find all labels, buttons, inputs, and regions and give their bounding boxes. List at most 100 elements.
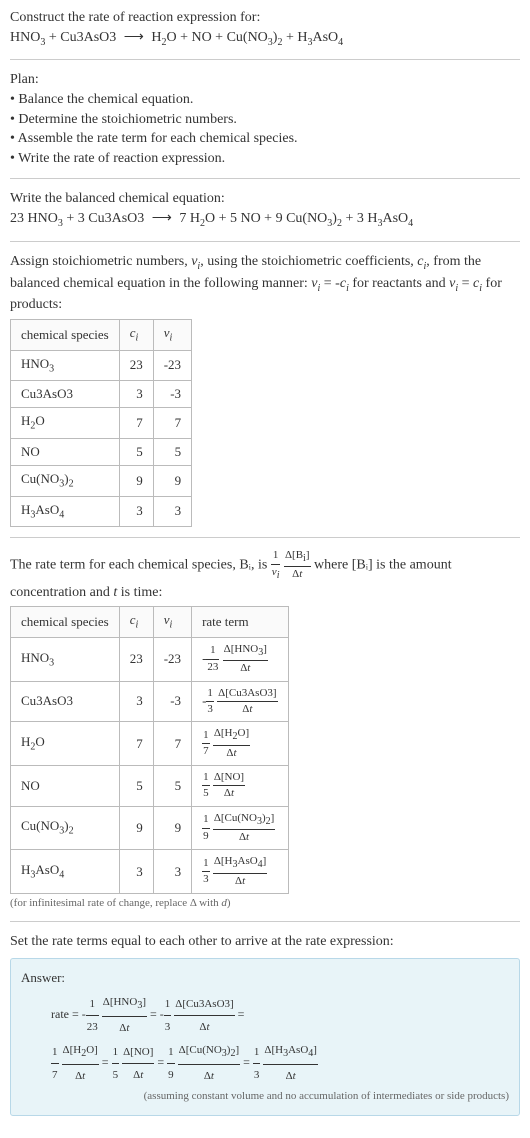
table-row: H3AsO43313 Δ[H3AsO4]Δt — [11, 850, 289, 894]
cell-species: H3AsO4 — [11, 496, 120, 527]
answer-label: Answer: — [21, 969, 509, 987]
eq-right: H2O + NO + Cu(NO3)2 + H3AsO4 — [151, 30, 343, 45]
cell-c: 7 — [119, 408, 153, 439]
answer-note: (assuming constant volume and no accumul… — [21, 1089, 509, 1104]
col-ci: ci — [119, 319, 153, 350]
cell-species: HNO3 — [11, 350, 120, 381]
table-row: Cu(NO3)299 — [11, 466, 192, 497]
cell-species: HNO3 — [11, 638, 120, 682]
cell-species: Cu3AsO3 — [11, 381, 120, 408]
cell-v: 9 — [153, 466, 191, 497]
cell-v: -23 — [153, 350, 191, 381]
cell-v: 9 — [153, 806, 191, 850]
cell-c: 7 — [119, 722, 153, 766]
rate-expression: rate = -123 Δ[HNO3]Δt = -13 Δ[Cu3AsO3]Δt… — [21, 991, 509, 1087]
cell-rate: -123 Δ[HNO3]Δt — [192, 638, 289, 682]
cell-v: 7 — [153, 408, 191, 439]
cell-c: 9 — [119, 806, 153, 850]
unbalanced-equation: HNO3 + Cu3AsO3 ⟶ H2O + NO + Cu(NO3)2 + H… — [10, 28, 520, 50]
balanced-section: Write the balanced chemical equation: 23… — [10, 189, 520, 230]
cell-species: H2O — [11, 722, 120, 766]
table-row: HNO323-23 — [11, 350, 192, 381]
cell-c: 5 — [119, 438, 153, 465]
cell-species: H2O — [11, 408, 120, 439]
cell-v: -23 — [153, 638, 191, 682]
plan-item: Write the rate of reaction expression. — [10, 149, 520, 169]
intro-c: is time: — [117, 585, 162, 600]
col-vi: νi — [153, 607, 191, 638]
col-species: chemical species — [11, 319, 120, 350]
bal-right: 7 H2O + 5 NO + 9 Cu(NO3)2 + 3 H3AsO4 — [179, 211, 413, 226]
frac-dbi-dt: Δ[Bi]Δt — [284, 548, 311, 583]
cell-species: Cu(NO3)2 — [11, 466, 120, 497]
table-row: H2O77 — [11, 408, 192, 439]
answer-box: Answer: rate = -123 Δ[HNO3]Δt = -13 Δ[Cu… — [10, 958, 520, 1116]
final-intro: Set the rate terms equal to each other t… — [10, 932, 520, 952]
cell-c: 9 — [119, 466, 153, 497]
cell-c: 3 — [119, 496, 153, 527]
cell-species: Cu(NO3)2 — [11, 806, 120, 850]
table-row: Cu3AsO33-3-13 Δ[Cu3AsO3]Δt — [11, 681, 289, 722]
plan-item: Assemble the rate term for each chemical… — [10, 129, 520, 149]
plan-title: Plan: — [10, 70, 520, 90]
cell-species: H3AsO4 — [11, 850, 120, 894]
table-header-row: chemical species ci νi rate term — [11, 607, 289, 638]
rate-table: chemical species ci νi rate term HNO323-… — [10, 606, 289, 893]
arrow-icon: ⟶ — [120, 30, 148, 45]
stoich-section: Assign stoichiometric numbers, νi, using… — [10, 252, 520, 528]
table-row: H3AsO433 — [11, 496, 192, 527]
table-row: NO55 — [11, 438, 192, 465]
cell-v: -3 — [153, 381, 191, 408]
cell-c: 3 — [119, 681, 153, 722]
table-row: NO5515 Δ[NO]Δt — [11, 765, 289, 806]
plan-item: Balance the chemical equation. — [10, 90, 520, 110]
intro-a: The rate term for each chemical species,… — [10, 558, 271, 573]
table-row: Cu(NO3)29919 Δ[Cu(NO3)2]Δt — [11, 806, 289, 850]
cell-species: Cu3AsO3 — [11, 681, 120, 722]
rate-term-intro: The rate term for each chemical species,… — [10, 548, 520, 602]
col-species: chemical species — [11, 607, 120, 638]
frac-1-vi: 1νi — [271, 548, 281, 583]
cell-v: -3 — [153, 681, 191, 722]
cell-rate: 15 Δ[NO]Δt — [192, 765, 289, 806]
balanced-equation: 23 HNO3 + 3 Cu3AsO3 ⟶ 7 H2O + 5 NO + 9 C… — [10, 209, 520, 231]
plan-item: Determine the stoichiometric numbers. — [10, 110, 520, 130]
cell-rate: 17 Δ[H2O]Δt — [192, 722, 289, 766]
bal-left: 23 HNO3 + 3 Cu3AsO3 — [10, 211, 144, 226]
balanced-title: Write the balanced chemical equation: — [10, 189, 520, 209]
cell-v: 5 — [153, 765, 191, 806]
plan-section: Plan: Balance the chemical equation. Det… — [10, 70, 520, 168]
col-ci: ci — [119, 607, 153, 638]
stoich-table: chemical species ci νi HNO323-23 Cu3AsO3… — [10, 319, 192, 527]
rate-note: (for infinitesimal rate of change, repla… — [10, 896, 520, 911]
arrow-icon: ⟶ — [148, 211, 176, 226]
cell-species: NO — [11, 438, 120, 465]
divider — [10, 537, 520, 538]
cell-rate: 19 Δ[Cu(NO3)2]Δt — [192, 806, 289, 850]
cell-rate: -13 Δ[Cu3AsO3]Δt — [192, 681, 289, 722]
table-row: HNO323-23-123 Δ[HNO3]Δt — [11, 638, 289, 682]
cell-c: 23 — [119, 638, 153, 682]
cell-c: 23 — [119, 350, 153, 381]
cell-v: 3 — [153, 850, 191, 894]
header-section: Construct the rate of reaction expressio… — [10, 8, 520, 49]
divider — [10, 59, 520, 60]
col-rate: rate term — [192, 607, 289, 638]
cell-c: 3 — [119, 850, 153, 894]
divider — [10, 241, 520, 242]
final-section: Set the rate terms equal to each other t… — [10, 932, 520, 1116]
divider — [10, 921, 520, 922]
table-row: Cu3AsO33-3 — [11, 381, 192, 408]
table-header-row: chemical species ci νi — [11, 319, 192, 350]
stoich-intro: Assign stoichiometric numbers, νi, using… — [10, 252, 520, 315]
cell-v: 7 — [153, 722, 191, 766]
eq-left: HNO3 + Cu3AsO3 — [10, 30, 116, 45]
cell-rate: 13 Δ[H3AsO4]Δt — [192, 850, 289, 894]
cell-species: NO — [11, 765, 120, 806]
divider — [10, 178, 520, 179]
cell-c: 5 — [119, 765, 153, 806]
plan-list: Balance the chemical equation. Determine… — [10, 90, 520, 168]
rate-term-section: The rate term for each chemical species,… — [10, 548, 520, 911]
cell-v: 5 — [153, 438, 191, 465]
cell-c: 3 — [119, 381, 153, 408]
